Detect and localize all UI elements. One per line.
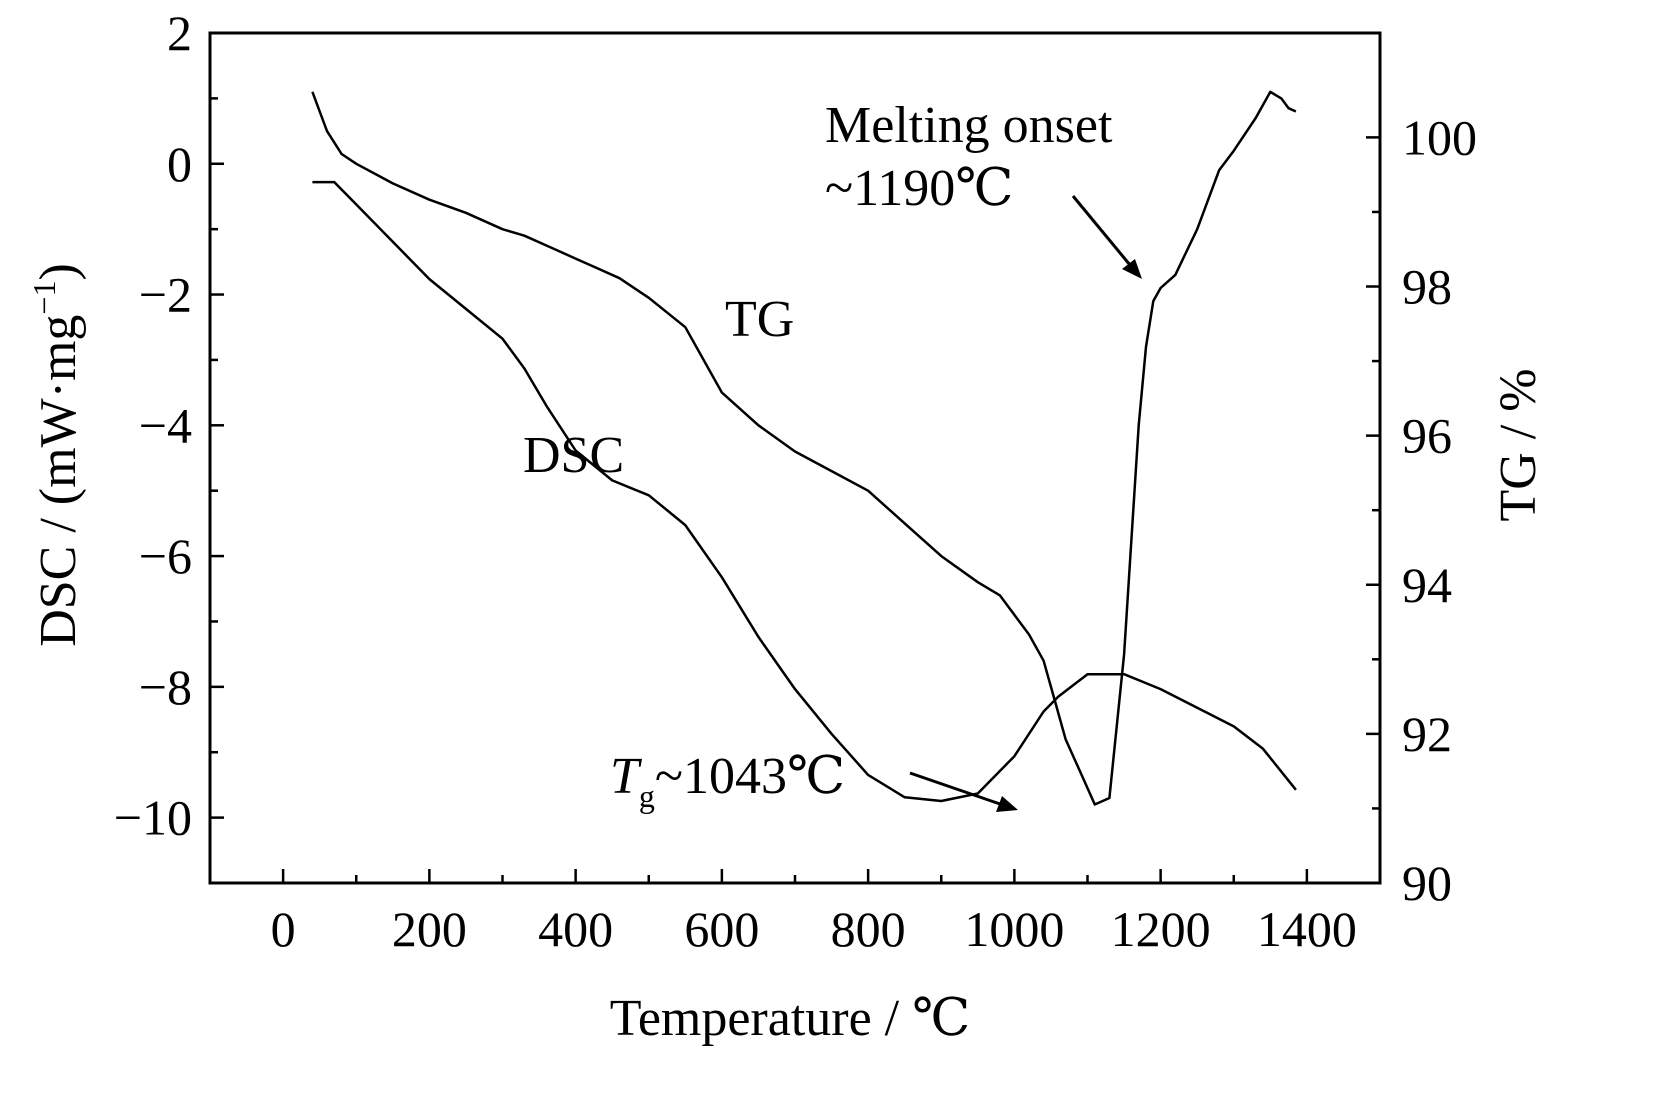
x-tick-label: 200 <box>392 901 467 957</box>
dsc-series-line <box>311 90 1297 806</box>
y-left-tick-label: 0 <box>167 136 192 192</box>
y-right-tick-label: 98 <box>1402 259 1452 315</box>
glass-transition-value: ~1043℃ <box>655 748 845 805</box>
y-left-axis-title-sup: −1 <box>26 281 62 315</box>
x-axis-ticks: 0 200 400 600 800 1000 1200 1400 <box>271 869 1357 957</box>
dsc-curve-label: DSC <box>523 427 624 484</box>
x-tick-label: 600 <box>684 901 759 957</box>
tg-series-line <box>312 180 1297 803</box>
melting-onset-arrow <box>1071 195 1142 279</box>
y-right-axis-title: TG / % <box>1490 368 1547 521</box>
y-right-tick-label: 90 <box>1402 855 1452 911</box>
y-right-tick-label: 100 <box>1402 109 1477 165</box>
x-tick-label: 1200 <box>1111 901 1211 957</box>
y-left-tick-label: −10 <box>114 790 192 846</box>
glass-transition-arrow <box>909 771 1018 812</box>
x-tick-label: 400 <box>538 901 613 957</box>
y-left-tick-label: −2 <box>139 267 192 323</box>
x-tick-label: 800 <box>831 901 906 957</box>
y-left-axis-title: DSC / (mW·mg−1) <box>26 263 87 647</box>
y-left-tick-label: −8 <box>139 659 192 715</box>
glass-transition-symbol: T <box>610 748 642 805</box>
y-left-axis-title-end: ) <box>30 263 87 280</box>
y-left-tick-label: −6 <box>139 528 192 584</box>
series-group <box>311 90 1297 806</box>
melting-onset-label-line1: Melting onset <box>825 97 1113 154</box>
y-left-axis-title-main: DSC / (mW·mg <box>30 315 87 647</box>
y-left-tick-label: 2 <box>167 5 192 61</box>
y-right-tick-label: 94 <box>1402 557 1452 613</box>
y-left-axis-ticks: 2 0 −2 −4 −6 −8 −10 <box>114 5 224 846</box>
glass-transition-label: Tg~1043℃ <box>610 748 845 814</box>
glass-transition-subscript: g <box>639 778 655 814</box>
melting-onset-label-line2: ~1190℃ <box>825 160 1013 217</box>
y-right-axis-ticks: 100 98 96 94 92 90 <box>1366 109 1477 911</box>
x-axis-title: Temperature / ℃ <box>610 990 971 1047</box>
y-right-tick-label: 96 <box>1402 408 1452 464</box>
x-tick-label: 1000 <box>964 901 1064 957</box>
x-tick-label: 1400 <box>1257 901 1357 957</box>
y-right-tick-label: 92 <box>1402 706 1452 762</box>
x-tick-label: 0 <box>271 901 296 957</box>
y-left-tick-label: −4 <box>139 397 192 453</box>
tg-curve-label: TG <box>725 291 794 348</box>
